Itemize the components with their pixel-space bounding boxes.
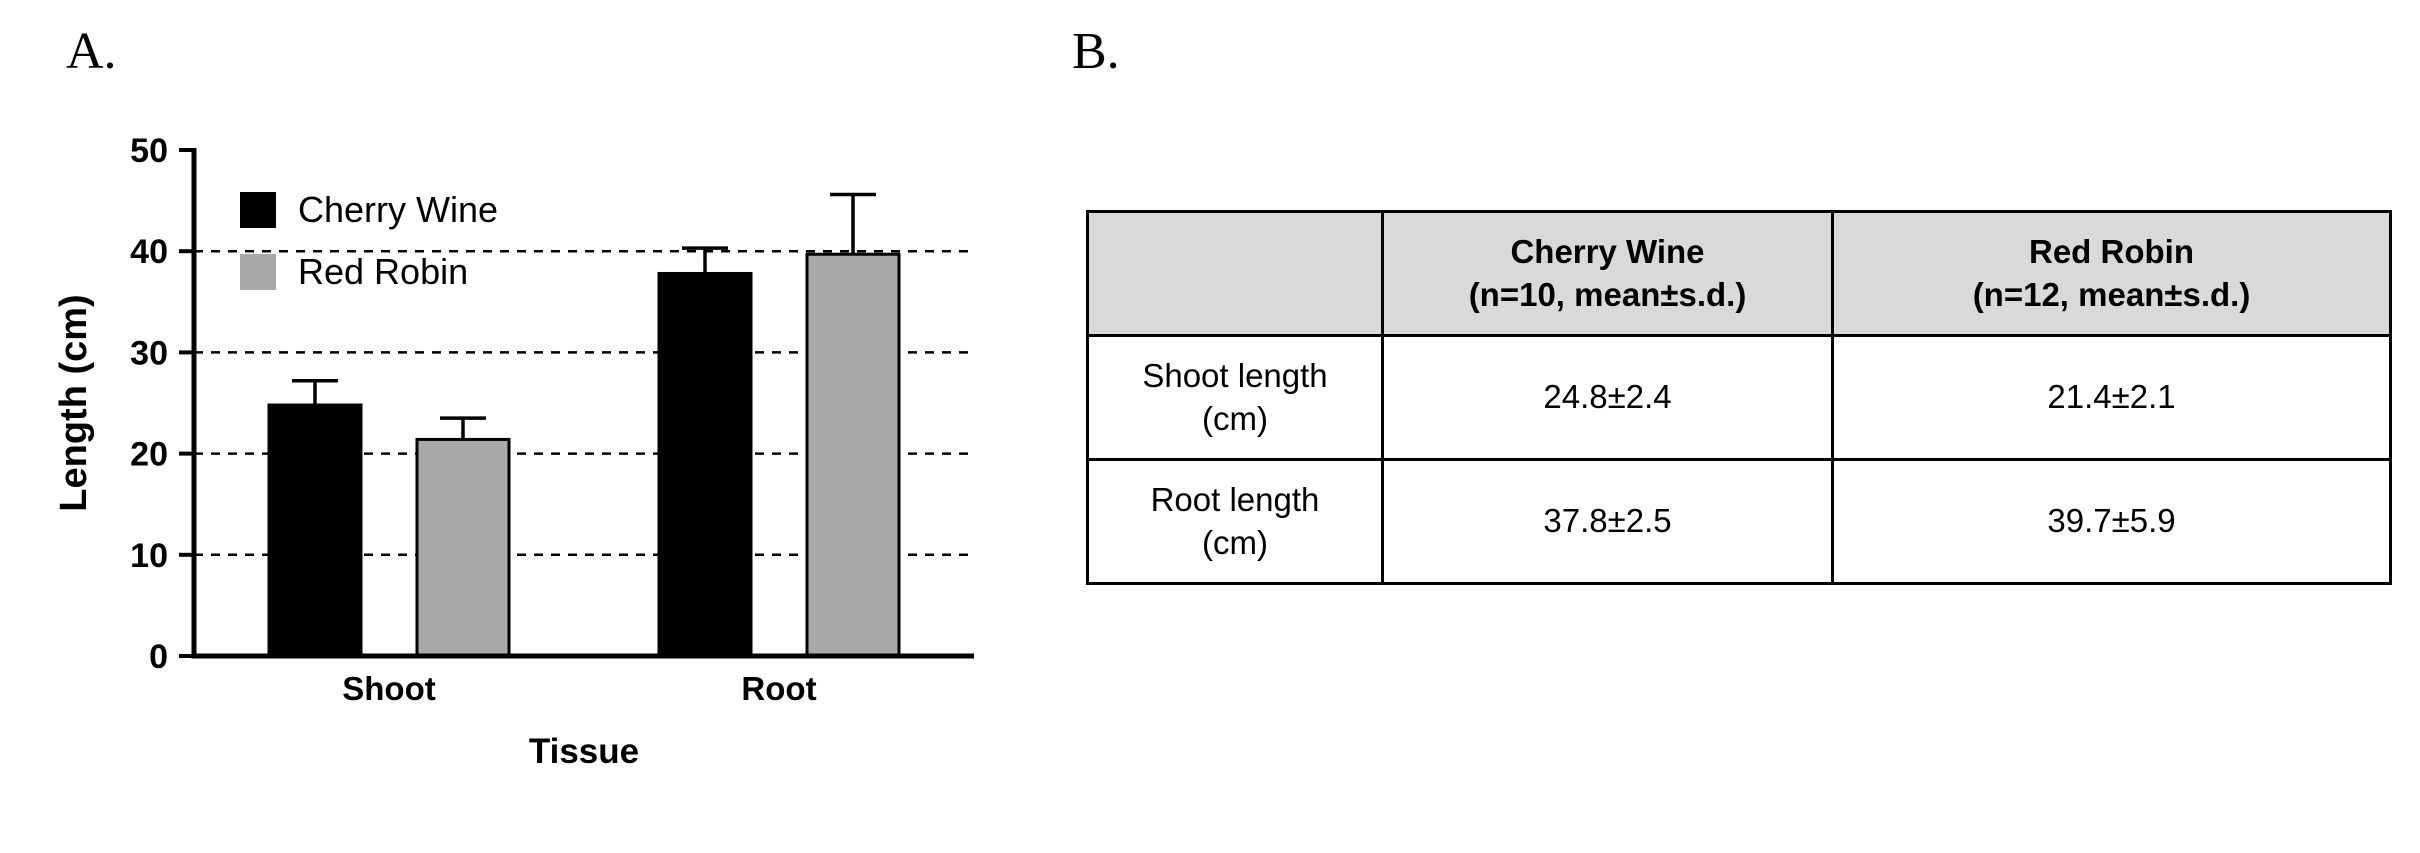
table-header-red-robin: Red Robin (n=12, mean±s.d.) — [1831, 210, 2392, 337]
legend-label-cherry-wine: Cherry Wine — [298, 189, 498, 230]
y-tick-label-50: 50 — [130, 132, 168, 170]
bar-red-robin-shoot — [415, 437, 511, 658]
header-cherry-wine-title: Cherry Wine — [1510, 232, 1705, 270]
y-axis-title: Length (cm) — [53, 294, 95, 511]
row-label-root-line1: Root length — [1150, 480, 1320, 518]
cell-root-red-robin: 39.7±5.9 — [1831, 458, 2392, 585]
header-red-robin-title: Red Robin — [2029, 232, 2194, 270]
x-tick-label-shoot: Shoot — [342, 670, 435, 707]
table-header-row: Cherry Wine (n=10, mean±s.d.) Red Robin … — [1086, 210, 2392, 337]
y-tick-label-10: 10 — [130, 537, 168, 575]
panel-a-label: A. — [66, 23, 117, 80]
y-tick-label-0: 0 — [149, 638, 168, 676]
bar-cherry-wine-shoot — [267, 403, 363, 658]
summary-table: Cherry Wine (n=10, mean±s.d.) Red Robin … — [1086, 210, 2392, 585]
table-corner-cell — [1086, 210, 1384, 337]
bar-cherry-wine-root — [657, 271, 753, 658]
y-tick-label-20: 20 — [130, 436, 168, 474]
legend-swatch-red-robin — [240, 254, 276, 290]
cell-root-cherry-wine: 37.8±2.5 — [1381, 458, 1834, 585]
table-row-shoot: Shoot length (cm) 24.8±2.4 21.4±2.1 — [1086, 334, 2392, 461]
y-tick-label-40: 40 — [130, 233, 168, 271]
bar-red-robin-root — [805, 252, 901, 658]
legend-label-red-robin: Red Robin — [298, 251, 468, 292]
row-label-shoot-line1: Shoot length — [1142, 356, 1328, 394]
bar-chart: Shoot Root 0 10 20 30 40 50 Length (cm) Tissue Che… — [53, 132, 974, 771]
header-red-robin-subtitle: (n=12, mean±s.d.) — [1972, 275, 2251, 313]
row-label-root: Root length (cm) — [1086, 458, 1384, 585]
panel-b-label: B. — [1072, 23, 1120, 80]
x-tick-label-root: Root — [741, 670, 816, 707]
cell-shoot-red-robin: 21.4±2.1 — [1831, 334, 2392, 461]
y-tick-label-30: 30 — [130, 334, 168, 372]
cell-shoot-cherry-wine: 24.8±2.4 — [1381, 334, 1834, 461]
legend-swatch-cherry-wine — [240, 192, 276, 228]
table-header-cherry-wine: Cherry Wine (n=10, mean±s.d.) — [1381, 210, 1834, 337]
header-cherry-wine-subtitle: (n=10, mean±s.d.) — [1468, 275, 1747, 313]
x-axis-title: Tissue — [529, 732, 639, 771]
table-row-root: Root length (cm) 37.8±2.5 39.7±5.9 — [1086, 458, 2392, 585]
row-label-shoot-line2: (cm) — [1202, 399, 1268, 437]
row-label-root-line2: (cm) — [1202, 523, 1268, 561]
row-label-shoot: Shoot length (cm) — [1086, 334, 1384, 461]
